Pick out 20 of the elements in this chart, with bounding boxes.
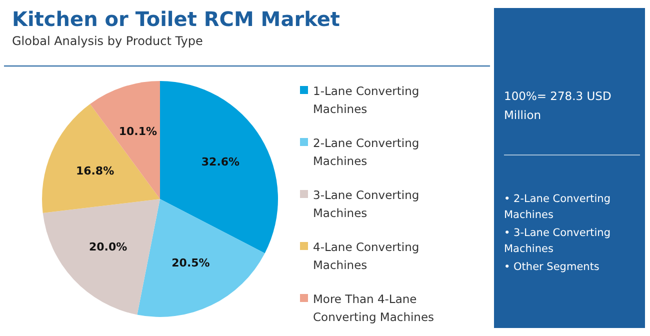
data-label: 20.0%	[89, 240, 128, 254]
legend-label: 4-Lane Converting Machines	[313, 240, 420, 272]
chart-title: Kitchen or Toilet RCM Market	[12, 7, 340, 31]
pie-slice	[137, 199, 265, 317]
chart-subtitle: Global Analysis by Product Type	[12, 34, 203, 48]
text: • 3-Lane Converting Machines	[504, 227, 610, 255]
text: • 2-Lane Converting Machines	[504, 193, 610, 221]
legend-label: 1-Lane Converting Machines	[313, 84, 420, 116]
data-label: 10.1%	[118, 125, 157, 138]
text: • Other Segments	[504, 261, 600, 273]
data-label: 32.6%	[201, 156, 240, 169]
pie-slice	[42, 199, 160, 315]
legend-label: 3-Lane Converting Machines	[313, 188, 420, 220]
data-label: 20.5%	[172, 256, 210, 270]
pie-slice	[42, 104, 160, 214]
legend-label: More Than 4-Lane Converting Machines	[313, 292, 434, 324]
legend-label: 2-Lane Converting Machines	[313, 136, 420, 168]
data-label: 16.8%	[76, 164, 114, 178]
text: 100%= 278.3 USD Million	[504, 89, 612, 122]
pie-slice	[160, 81, 278, 254]
